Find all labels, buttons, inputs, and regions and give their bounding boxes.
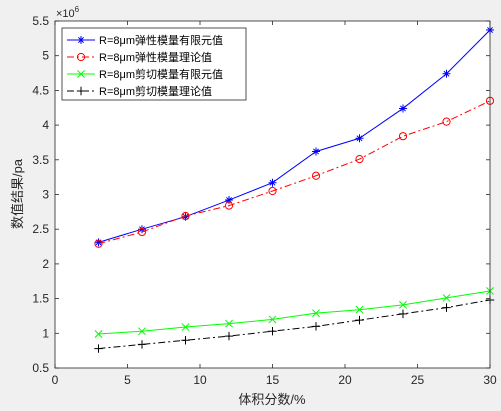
data-point [355,315,364,325]
series-1 [94,26,494,247]
data-point [311,171,321,180]
data-point [442,303,451,312]
data-point [398,132,408,141]
data-point [268,315,277,324]
data-point [312,309,320,318]
series-3 [94,287,494,338]
data-point [442,69,451,78]
x-tick-label: 0 [52,373,59,387]
data-point [268,178,277,187]
data-point [181,323,190,332]
legend: R=8μm弹性模量有限元值 R=8μm弹性模量理论值 R=8μm剪切模量有限元值 R=… [61,27,247,101]
y-exponent-base: ×10 [56,8,75,20]
series-line [98,29,491,243]
data-point [399,104,407,113]
data-point [137,227,147,237]
y-exponent-power: 6 [75,5,80,14]
data-point [94,330,103,338]
y-tick-label: 1.5 [32,292,49,306]
x-ticks: 0 5 10 15 20 25 30 [52,21,497,387]
y-tick-label: 5.5 [32,14,49,28]
data-point [224,201,234,210]
y-exponent-label: ×106 [56,5,80,20]
series-2 [94,96,495,248]
y-tick-label: 0.5 [32,361,49,375]
y-tick-label: 2 [42,257,49,271]
data-point [94,239,103,248]
x-tick-label: 5 [124,373,131,387]
y-tick-label: 4 [42,118,49,132]
legend-item: R=8μm弹性模量理论值 [67,50,212,64]
x-tick-label: 15 [266,373,280,387]
data-point [224,331,234,341]
legend-label: R=8μm剪切模量有限元值 [99,67,223,81]
legend-item: R=8μm剪切模量理论值 [67,84,212,98]
y-tick-label: 5 [42,49,49,63]
legend-label: R=8μm剪切模量理论值 [99,84,212,98]
data-point [181,336,190,345]
data-point [225,319,233,328]
data-point [181,212,190,221]
x-tick-label: 20 [338,373,352,387]
data-point [181,211,190,221]
x-axis-label: 体积分数/% [238,392,306,407]
x-tick-label: 10 [193,373,207,387]
legend-label: R=8μm弹性模量有限元值 [99,33,223,47]
data-point [442,293,451,302]
data-point [138,225,146,234]
data-point [225,196,233,205]
data-point [137,340,147,349]
legend-label: R=8μm弹性模量理论值 [99,50,212,64]
data-point [268,186,277,196]
data-point [442,117,451,126]
series-line [98,100,491,245]
data-point [268,327,277,336]
legend-marker [77,36,85,44]
series-line [98,290,491,335]
legend-marker [77,70,85,78]
x-tick-label: 30 [483,373,497,387]
legend-item: R=8μm弹性模量有限元值 [67,33,223,47]
y-tick-label: 3.5 [32,153,49,167]
y-tick-label: 4.5 [32,83,49,97]
x-tick-label: 25 [411,373,425,387]
y-tick-label: 1 [42,326,49,340]
data-point [311,322,321,331]
data-point [312,147,320,156]
y-tick-label: 3 [42,188,49,202]
data-point [399,300,407,309]
legend-marker [76,86,86,96]
data-point [355,305,364,314]
legend-item: R=8μm剪切模量有限元值 [67,67,223,81]
y-axis-label: 数值结果/pa [10,158,25,229]
legend-items: R=8μm弹性模量有限元值 R=8μm弹性模量理论值 R=8μm剪切模量有限元值 R=… [67,33,223,98]
data-point [355,155,364,164]
data-point [94,238,103,247]
data-point [138,327,146,336]
y-tick-label: 2.5 [32,222,49,236]
y-ticks: 0.5 1 1.5 2 2.5 3 3.5 4 4.5 5 5.5 [32,14,490,375]
data-point [94,344,103,353]
data-point [355,134,364,143]
legend-marker [76,52,86,62]
data-point [398,309,408,319]
series-line [98,299,491,350]
